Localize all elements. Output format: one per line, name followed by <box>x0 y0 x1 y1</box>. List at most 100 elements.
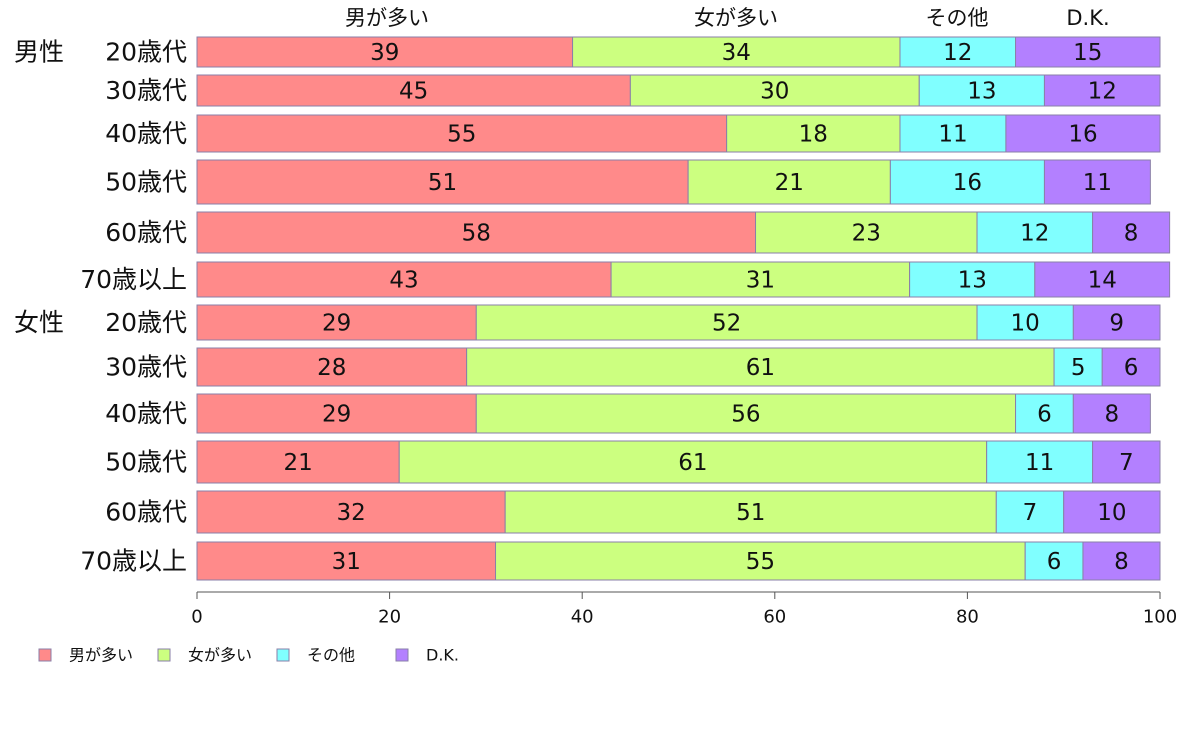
bar-value-label: 52 <box>712 311 741 337</box>
bar-segment <box>687 159 891 205</box>
x-tick-label: 40 <box>571 607 594 628</box>
bar-segment <box>610 261 911 298</box>
bar-value-label: 61 <box>678 450 707 476</box>
bar-segment <box>1005 114 1161 153</box>
x-tick-label: 60 <box>763 607 786 628</box>
bar-value-label: 31 <box>746 268 775 294</box>
bar-segment <box>398 440 988 484</box>
bar-segment <box>726 114 901 153</box>
top-column-label: 男が多い <box>345 6 429 30</box>
bar-segment <box>629 74 920 107</box>
bar-segment <box>1072 304 1161 341</box>
bar-value-label: 39 <box>370 40 399 66</box>
bar-segment <box>572 36 901 68</box>
bar-value-label: 29 <box>322 311 351 337</box>
bar-segment <box>976 304 1074 341</box>
legend-label: その他 <box>307 646 355 665</box>
bar-segment <box>1092 440 1161 484</box>
bar-value-label: 11 <box>938 122 967 148</box>
bar-value-label: 21 <box>775 170 804 196</box>
x-tick-label: 80 <box>956 607 979 628</box>
bar-segment <box>1034 261 1171 298</box>
bar-value-label: 12 <box>943 40 972 66</box>
bar-value-label: 15 <box>1073 40 1102 66</box>
bar-value-label: 6 <box>1037 402 1052 428</box>
bar-value-label: 14 <box>1088 268 1117 294</box>
bar-value-label: 61 <box>746 355 775 381</box>
bar-segment <box>196 261 612 298</box>
bar-segment <box>196 36 574 68</box>
bar-segment <box>196 74 631 107</box>
bar-value-label: 13 <box>958 268 987 294</box>
category-label: 70歳以上 <box>80 265 187 294</box>
bar-value-label: 30 <box>760 79 789 105</box>
category-label: 30歳代 <box>105 76 187 105</box>
bar-segment <box>1043 159 1151 205</box>
bar-value-label: 16 <box>953 170 982 196</box>
bar-segment <box>1082 541 1161 581</box>
legend-label: 女が多い <box>188 646 252 665</box>
bar-value-label: 6 <box>1124 355 1139 381</box>
bar-segment <box>1053 347 1103 387</box>
bar-segment <box>196 114 728 153</box>
bar-value-label: 58 <box>462 221 491 247</box>
bar-segment <box>755 211 978 254</box>
category-label: 70歳以上 <box>80 547 187 576</box>
bar-value-label: 8 <box>1114 549 1129 575</box>
bar-segment <box>918 74 1045 107</box>
group-label: 女性 <box>14 308 64 337</box>
legend-label: 男が多い <box>69 646 133 665</box>
x-tick-label: 100 <box>1143 607 1177 628</box>
bar-value-label: 51 <box>428 170 457 196</box>
category-label: 60歳代 <box>105 498 187 527</box>
bar-segment <box>1072 393 1151 434</box>
bar-value-label: 9 <box>1109 311 1124 337</box>
bar-segment <box>495 541 1026 581</box>
bar-value-label: 8 <box>1124 221 1139 247</box>
bar-segment <box>196 440 400 484</box>
bar-segment <box>1063 490 1161 534</box>
bar-segment <box>1015 36 1161 68</box>
bar-segment <box>1043 74 1161 107</box>
bar-value-label: 45 <box>399 79 428 105</box>
bar-segment <box>1015 393 1074 434</box>
bar-value-label: 29 <box>322 402 351 428</box>
category-label: 40歳代 <box>105 119 187 148</box>
bar-value-label: 31 <box>332 549 361 575</box>
legend-swatch <box>157 648 171 662</box>
category-label: 50歳代 <box>105 448 187 477</box>
bar-value-label: 16 <box>1068 122 1097 148</box>
bar-segment <box>995 490 1065 534</box>
bar-value-label: 12 <box>1020 221 1049 247</box>
bar-value-label: 11 <box>1025 450 1054 476</box>
bar-value-label: 34 <box>722 40 751 66</box>
bar-value-label: 6 <box>1047 549 1062 575</box>
bar-segment <box>196 490 506 534</box>
bar-segment <box>196 211 757 254</box>
group-label: 男性 <box>14 38 64 67</box>
bar-segment <box>986 440 1094 484</box>
bar-value-label: 7 <box>1119 450 1134 476</box>
bar-segment <box>475 393 1017 434</box>
bar-value-label: 8 <box>1105 402 1120 428</box>
legend-swatch <box>276 648 290 662</box>
legend-swatch <box>38 648 52 662</box>
legend-label: D.K. <box>426 646 459 665</box>
bar-value-label: 51 <box>736 500 765 526</box>
bar-segment <box>196 304 477 341</box>
bar-segment <box>196 159 689 205</box>
category-label: 40歳代 <box>105 399 187 428</box>
category-label: 30歳代 <box>105 353 187 382</box>
bar-segment <box>899 36 1017 68</box>
bar-segment <box>1101 347 1161 387</box>
bar-value-label: 18 <box>799 122 828 148</box>
bar-value-label: 13 <box>967 79 996 105</box>
top-column-label: D.K. <box>1066 6 1109 30</box>
bar-value-label: 10 <box>1097 500 1126 526</box>
bar-segment <box>976 211 1094 254</box>
bar-value-label: 55 <box>447 122 476 148</box>
bar-value-label: 5 <box>1071 355 1086 381</box>
bar-segment <box>504 490 997 534</box>
